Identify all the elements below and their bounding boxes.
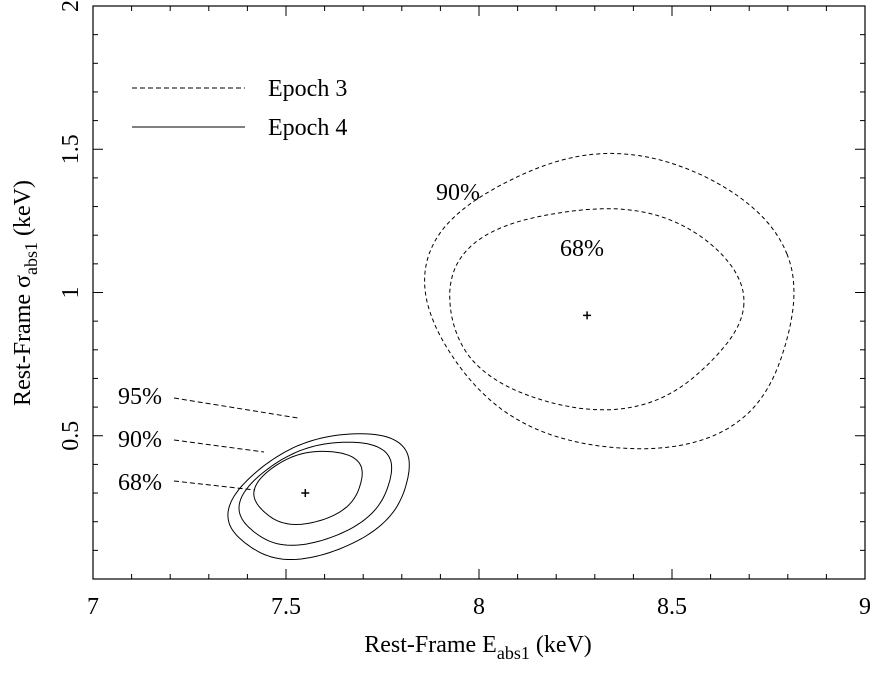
annotation-epoch4-90: 90% — [118, 427, 162, 453]
annotation-epoch4-68: 68% — [118, 470, 162, 496]
x-tick-label: 8.5 — [657, 594, 687, 620]
legend-label-epoch4: Epoch 4 — [268, 115, 347, 141]
x-tick-label: 8 — [473, 594, 485, 620]
x-tick-label: 7.5 — [271, 594, 301, 620]
best-fit-marker-epoch-3 — [583, 311, 592, 320]
best-fit-marker-epoch-4 — [301, 489, 310, 498]
contour-epoch-3-68 — [449, 208, 745, 411]
y-tick-label: 1.5 — [58, 134, 84, 164]
y-tick-label: 2 — [58, 0, 84, 12]
annotation-epoch3-68: 68% — [560, 236, 604, 262]
x-tick-label: 7 — [87, 594, 99, 620]
contour-epoch-4-68 — [253, 450, 363, 526]
leader-line-68 — [173, 480, 256, 491]
x-tick-label: 9 — [859, 594, 871, 620]
legend-label-epoch3: Epoch 3 — [268, 76, 347, 102]
contour-epoch-4-95 — [227, 433, 410, 560]
tick-labels: 7 7.5 8 8.5 9 0.5 1 1.5 2 — [58, 0, 871, 620]
x-axis-title: Rest-Frame Eabs1 (keV) — [364, 632, 592, 663]
contour-epoch-4-90 — [238, 441, 393, 546]
legend: Epoch 3 Epoch 4 — [132, 76, 347, 141]
plot-frame — [92, 5, 866, 580]
ticks — [92, 5, 866, 579]
leader-line-90 — [173, 439, 265, 453]
annotation-epoch3-90: 90% — [436, 180, 480, 206]
annotation-epoch4-95: 95% — [118, 384, 162, 410]
best-fit-markers — [301, 311, 592, 498]
leader-line-95 — [173, 397, 299, 419]
y-tick-label: 0.5 — [58, 421, 84, 451]
y-tick-label: 1 — [58, 287, 84, 299]
y-axis-title: Rest-Frame σabs1(keV) — [10, 180, 41, 406]
contour-epoch-3-90 — [424, 152, 795, 450]
contours — [227, 152, 795, 560]
annotations: 90% 68% 95% 90% 68% — [118, 180, 604, 496]
